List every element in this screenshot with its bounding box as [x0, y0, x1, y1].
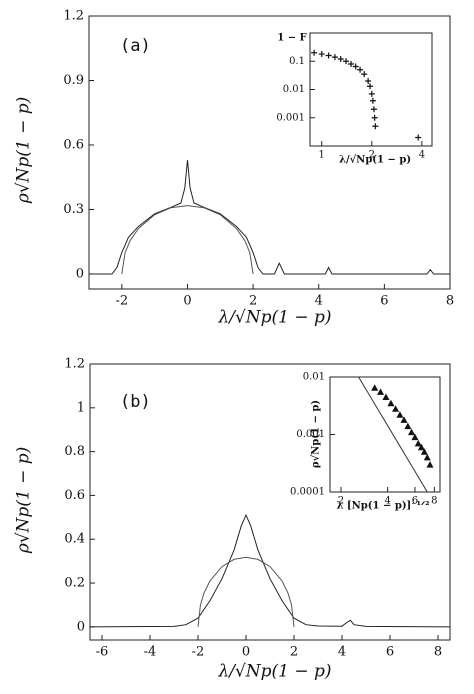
- point: [387, 399, 395, 407]
- y-tick-label: 1.2: [63, 9, 84, 24]
- y-tick-label: 0.9: [63, 73, 84, 88]
- series-line: [121, 205, 254, 275]
- y-tick-label: 0.01: [283, 84, 305, 95]
- y-tick-label: 0.3: [63, 202, 84, 217]
- x-tick-label: 4: [384, 496, 390, 507]
- point: [343, 58, 350, 65]
- point: [311, 49, 318, 56]
- point: [426, 461, 434, 468]
- x-tick-label: -2: [192, 645, 205, 660]
- y-tick-label: 0.01: [303, 372, 325, 383]
- point: [352, 63, 359, 70]
- x-tick-label: 6: [380, 294, 388, 309]
- x-tick-label: 8: [434, 645, 442, 660]
- point: [415, 134, 422, 141]
- x-tick-label: -2: [115, 294, 128, 309]
- x-axis-label: λ/√Np(1 − p): [217, 662, 331, 682]
- y-tick-label: 0.0001: [290, 487, 325, 498]
- series-line: [89, 159, 450, 275]
- point: [361, 71, 368, 78]
- point: [414, 439, 422, 447]
- y-tick-label: 0.2: [64, 576, 85, 591]
- point: [368, 90, 375, 97]
- x-tick-label: 1: [319, 150, 325, 161]
- y-tick-label: 0.6: [63, 137, 84, 152]
- x-axis-label: λ/√Np(1 − p): [339, 154, 411, 166]
- point: [372, 123, 379, 130]
- y-tick-label: 0.6: [64, 488, 85, 503]
- x-tick-label: 4: [338, 645, 346, 660]
- point: [408, 428, 416, 436]
- point: [331, 54, 338, 61]
- point: [400, 416, 408, 423]
- x-tick-label: 0: [242, 645, 250, 660]
- point: [337, 56, 344, 63]
- point: [396, 411, 404, 418]
- y-tick-label: 1: [77, 400, 85, 415]
- x-tick-label: 6: [386, 645, 394, 660]
- point: [365, 77, 372, 84]
- plot-frame: [309, 32, 433, 147]
- point: [348, 60, 355, 67]
- y-tick-label: 0.001: [276, 112, 305, 123]
- point: [369, 97, 376, 104]
- x-tick-label: 8: [431, 496, 437, 507]
- point: [370, 106, 377, 113]
- panel-label: (a): [120, 36, 151, 56]
- point: [404, 422, 412, 430]
- y-tick-label: 0: [77, 619, 85, 634]
- point: [318, 51, 325, 58]
- y-tick-label: 0: [76, 266, 84, 281]
- series-line: [358, 376, 428, 493]
- y-axis-label: ρ√Np(1 − p): [310, 400, 322, 468]
- point: [366, 83, 373, 90]
- point: [382, 393, 390, 400]
- y-tick-label: 0.8: [64, 444, 85, 459]
- y-tick-label: 0.001: [296, 429, 325, 440]
- y-tick-label: 0.4: [64, 532, 85, 547]
- plot-frame: [329, 376, 441, 493]
- point: [417, 443, 425, 451]
- y-tick-label: 1.2: [64, 357, 85, 372]
- point: [325, 52, 332, 59]
- series-line: [89, 513, 451, 628]
- x-tick-label: 8: [446, 294, 454, 309]
- y-axis-label: ρ√Np(1 − p): [14, 447, 34, 555]
- x-tick-label: 0: [183, 294, 191, 309]
- y-axis-label: ρ√Np(1 − p): [14, 97, 34, 205]
- point: [371, 114, 378, 121]
- point: [392, 405, 400, 412]
- x-tick-label: -4: [144, 645, 157, 660]
- x-tick-label: 2: [338, 496, 344, 507]
- panel-label: (b): [120, 392, 151, 412]
- point: [420, 448, 428, 455]
- x-tick-label: 2: [249, 294, 257, 309]
- x-tick-label: 2: [290, 645, 298, 660]
- x-tick-label: 4: [315, 294, 323, 309]
- x-axis-label: λ/√Np(1 − p): [217, 308, 331, 328]
- x-axis-label: λ [Np(1 − p)]⁻¹ᐟ²: [336, 501, 429, 512]
- x-tick-label: 2: [369, 150, 375, 161]
- point: [371, 384, 379, 391]
- y-axis-label: 1 − F: [277, 33, 306, 44]
- x-tick-label: 4: [419, 150, 425, 161]
- series-line: [197, 556, 295, 627]
- x-tick-label: -6: [96, 645, 109, 660]
- point: [411, 433, 419, 441]
- point: [377, 388, 385, 395]
- point: [423, 453, 431, 461]
- y-tick-label: 0.1: [289, 56, 305, 67]
- x-tick-label: 6: [412, 496, 418, 507]
- point: [357, 66, 364, 73]
